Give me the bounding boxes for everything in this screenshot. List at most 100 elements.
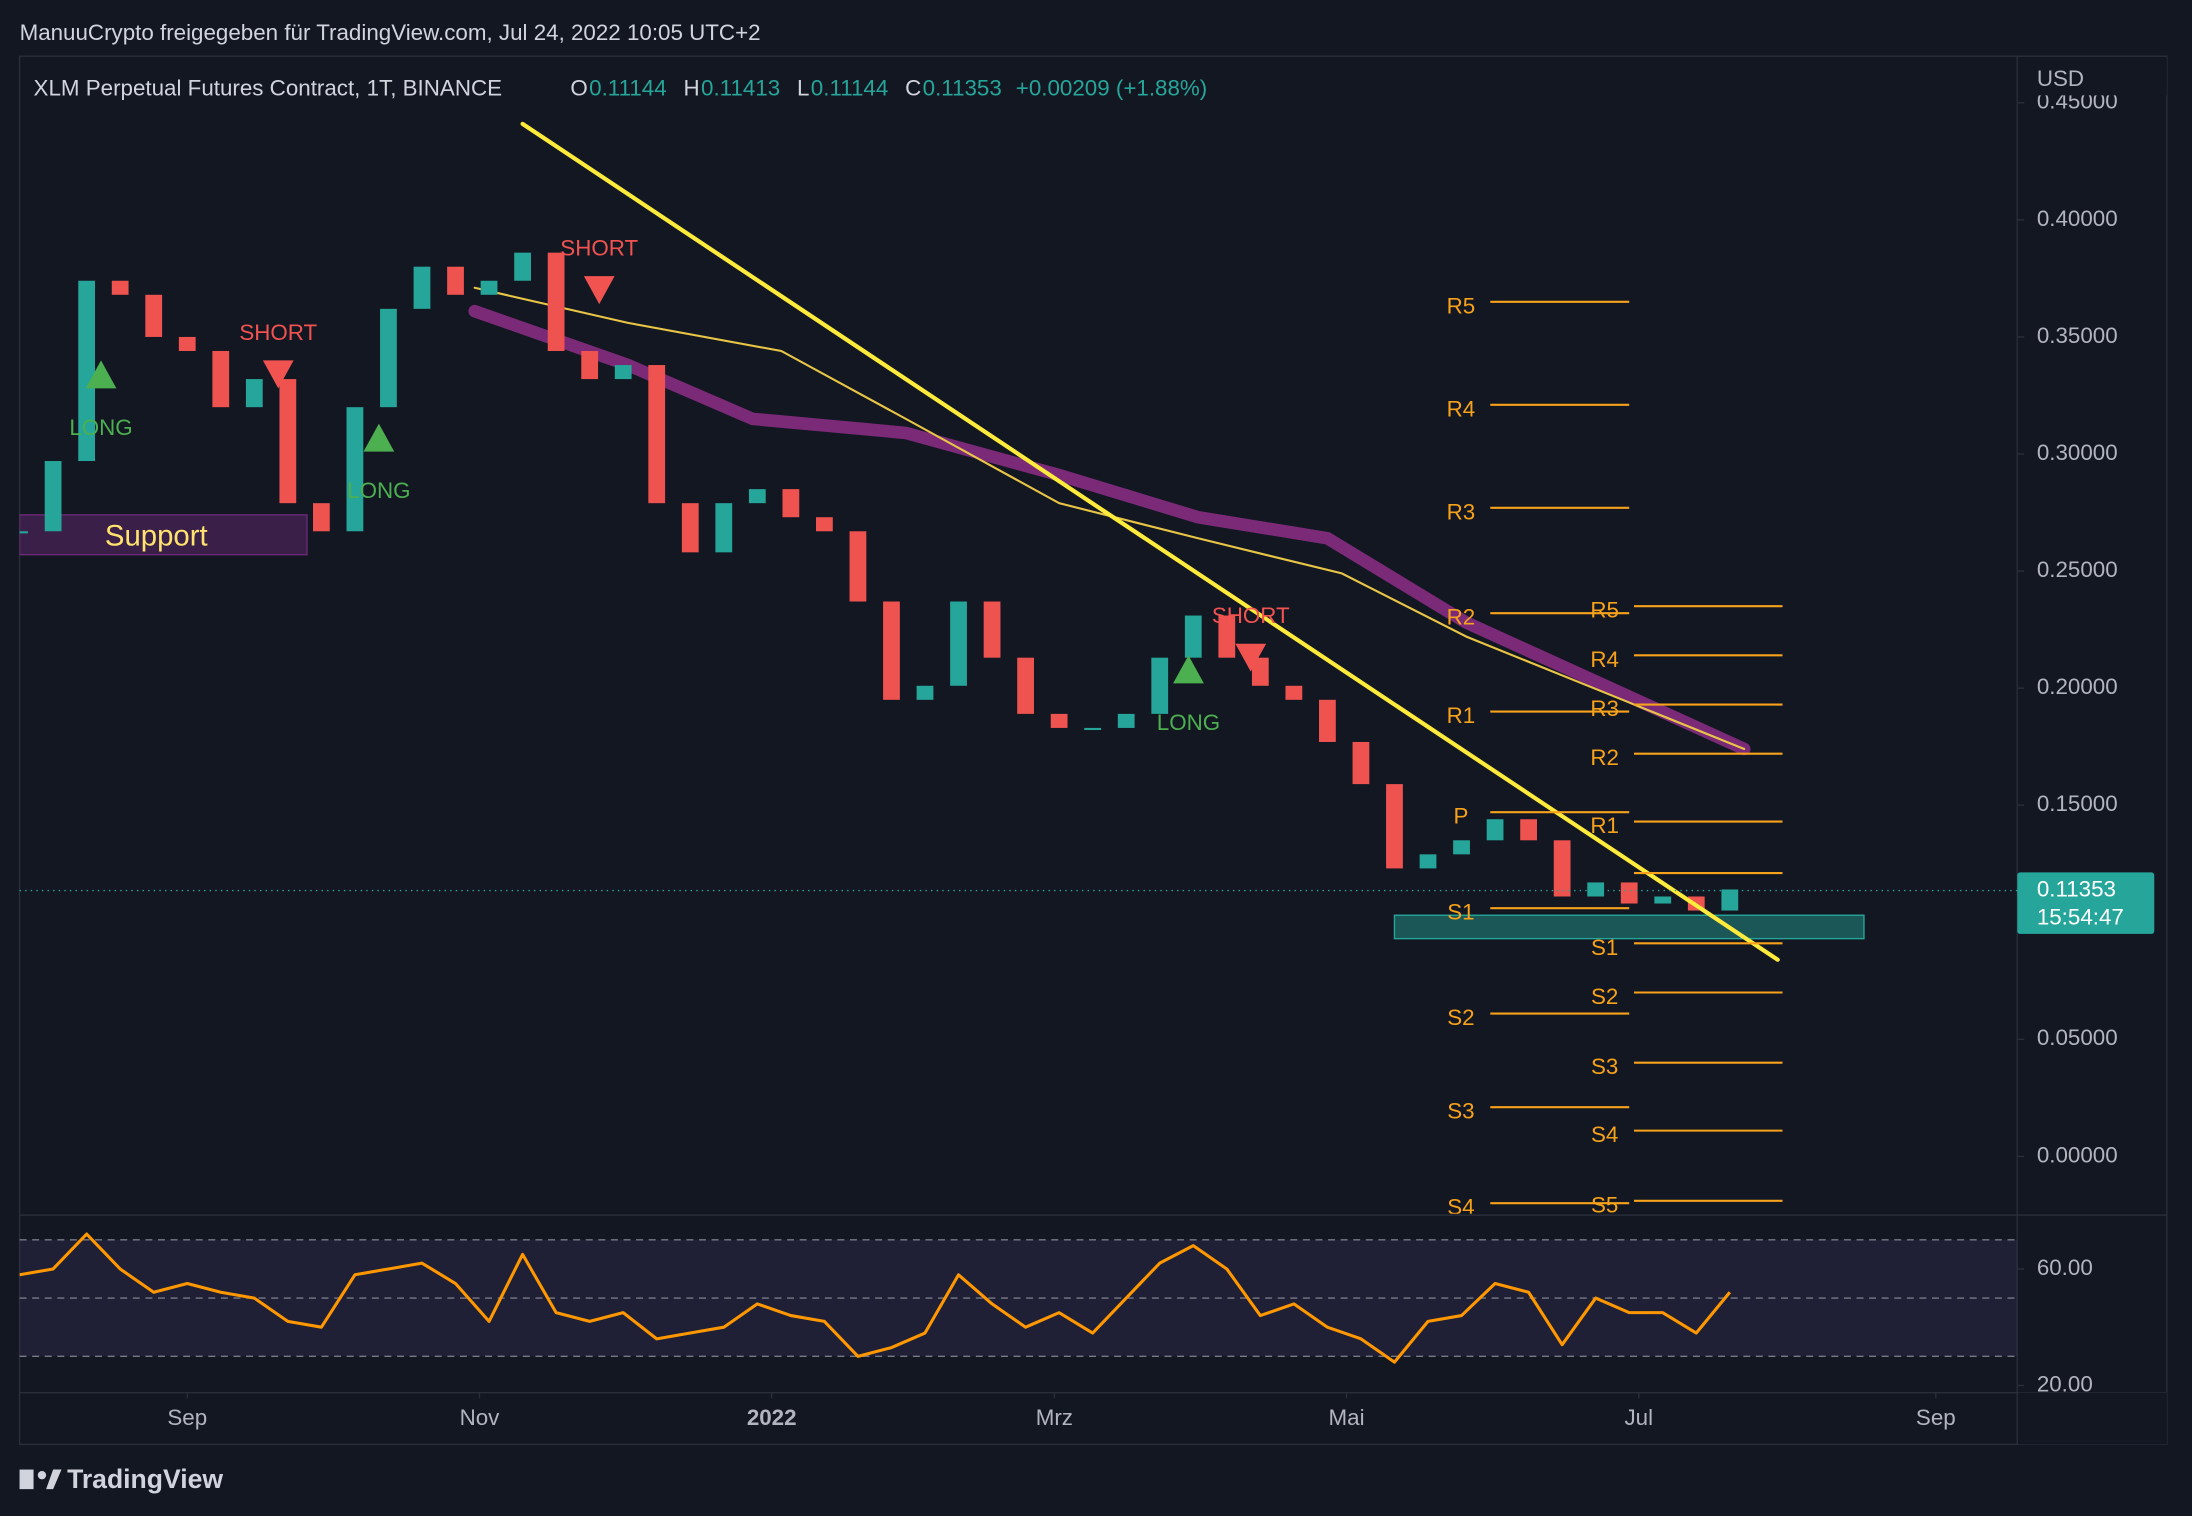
ohlc-value: 0.11144	[589, 76, 667, 101]
candle	[413, 266, 431, 309]
candle	[1151, 657, 1169, 714]
candle	[883, 601, 900, 700]
zone-label: Support	[105, 519, 208, 552]
currency: USD	[2037, 66, 2084, 91]
candle	[1587, 882, 1605, 897]
ohlc-value: 0.11413	[701, 76, 780, 101]
price-pane: Support R5 R4 R3 R2 R1 P S1 S2 S3 S4 R5 R4 R3 R2 R1 S1 S2…	[19, 121, 1865, 1217]
price-tag-value: 0.11353	[2037, 876, 2116, 901]
signal-marker	[363, 423, 395, 452]
y-tick-label: 0.35000	[2037, 323, 2118, 348]
signal-label: LONG	[1157, 710, 1220, 735]
candle	[1654, 896, 1672, 904]
candle	[1520, 819, 1538, 841]
candle	[849, 531, 867, 602]
candle	[1386, 784, 1403, 869]
x-tick-label: Mrz	[1036, 1405, 1073, 1430]
pivot-label: R3	[1447, 499, 1476, 524]
zone	[1393, 914, 1865, 940]
axis-mask	[2018, 57, 2167, 96]
pivot-label: R5	[1447, 293, 1476, 318]
pivot-label: S2	[1591, 984, 1618, 1009]
price-tag-countdown: 15:54:47	[2037, 904, 2124, 929]
signal-marker	[1173, 655, 1204, 684]
ma-200	[473, 286, 1746, 751]
pivot-label: S2	[1447, 1005, 1474, 1030]
rsi-line	[19, 1232, 1732, 1364]
signal-label: SHORT	[1212, 603, 1290, 628]
candle	[916, 685, 934, 700]
candle	[312, 503, 330, 532]
signal-label: SHORT	[239, 320, 317, 345]
candle	[648, 365, 666, 504]
candle	[950, 601, 967, 686]
x-tick-label: Jul	[1625, 1405, 1654, 1430]
y-tick-label: 0.20000	[2037, 674, 2118, 699]
ohlc-key: H	[683, 76, 699, 101]
candle	[1419, 854, 1437, 869]
candle	[983, 601, 1001, 658]
change: +0.00209 (+1.88%)	[1016, 76, 1207, 101]
pivot-label: S1	[1447, 900, 1474, 925]
candle	[681, 503, 699, 553]
ohlc-value: 0.11353	[923, 76, 1002, 101]
logo	[19, 1469, 62, 1490]
candle	[514, 252, 531, 281]
candle	[1721, 889, 1739, 911]
ohlc-key: L	[797, 76, 809, 101]
symbol-title: XLM Perpetual Futures Contract, 1T, BINA…	[34, 76, 502, 101]
candle	[1352, 741, 1370, 785]
x-tick-label: Nov	[460, 1405, 501, 1430]
y-tick-label: 0.05000	[2037, 1025, 2118, 1050]
pivot-label: R3	[1590, 696, 1619, 721]
pivot-label: S3	[1447, 1099, 1474, 1124]
signal-label: LONG	[347, 478, 410, 503]
candle	[1084, 727, 1102, 731]
candle	[44, 461, 62, 532]
candle	[1184, 615, 1202, 658]
candle	[816, 517, 833, 532]
candle	[1453, 840, 1470, 855]
candle	[380, 308, 397, 408]
pivot-label: R1	[1447, 703, 1476, 728]
candle	[212, 350, 230, 408]
x-tick-label: Mai	[1329, 1405, 1365, 1430]
ohlc-value: 0.11144	[811, 76, 889, 101]
candle	[111, 280, 129, 295]
pivot-label: S5	[1591, 1192, 1618, 1217]
x-tick-label: 2022	[747, 1405, 797, 1430]
candle	[1117, 713, 1135, 728]
y-tick-label: 0.40000	[2037, 206, 2118, 231]
candle	[782, 489, 800, 518]
candle	[245, 379, 263, 408]
x-tick-label: Sep	[167, 1405, 207, 1430]
signal-marker	[262, 360, 294, 389]
frame	[18, 55, 2168, 1446]
y-tick-label: 0.25000	[2037, 557, 2118, 582]
signal-marker	[85, 360, 117, 389]
price-tag	[2017, 872, 2155, 934]
candle	[581, 350, 599, 380]
candle	[447, 266, 464, 295]
pivot-label: R4	[1590, 647, 1619, 672]
candle	[1017, 657, 1034, 714]
pivot-label: R2	[1447, 605, 1476, 630]
candle	[1218, 615, 1236, 658]
candle	[1486, 819, 1504, 841]
y-tick-label: 0.30000	[2037, 440, 2118, 465]
signal-label: SHORT	[560, 235, 638, 260]
rsi-tick-label: 20.00	[2037, 1371, 2093, 1396]
candle	[19, 531, 28, 534]
axis-mask	[2018, 1392, 2167, 1445]
candle	[1251, 657, 1269, 686]
header: ManuuCrypto freigegeben für TradingView.…	[20, 20, 761, 45]
candle	[78, 280, 96, 462]
ohlc-key: C	[905, 76, 921, 101]
pivot-label: R2	[1590, 745, 1619, 770]
pivot-label: S4	[1591, 1122, 1618, 1147]
y-tick-label: 0.00000	[2037, 1142, 2118, 1167]
ma-slow	[468, 304, 1751, 756]
pivot-label: R1	[1590, 813, 1619, 838]
y-tick-label: 0.15000	[2037, 791, 2118, 816]
